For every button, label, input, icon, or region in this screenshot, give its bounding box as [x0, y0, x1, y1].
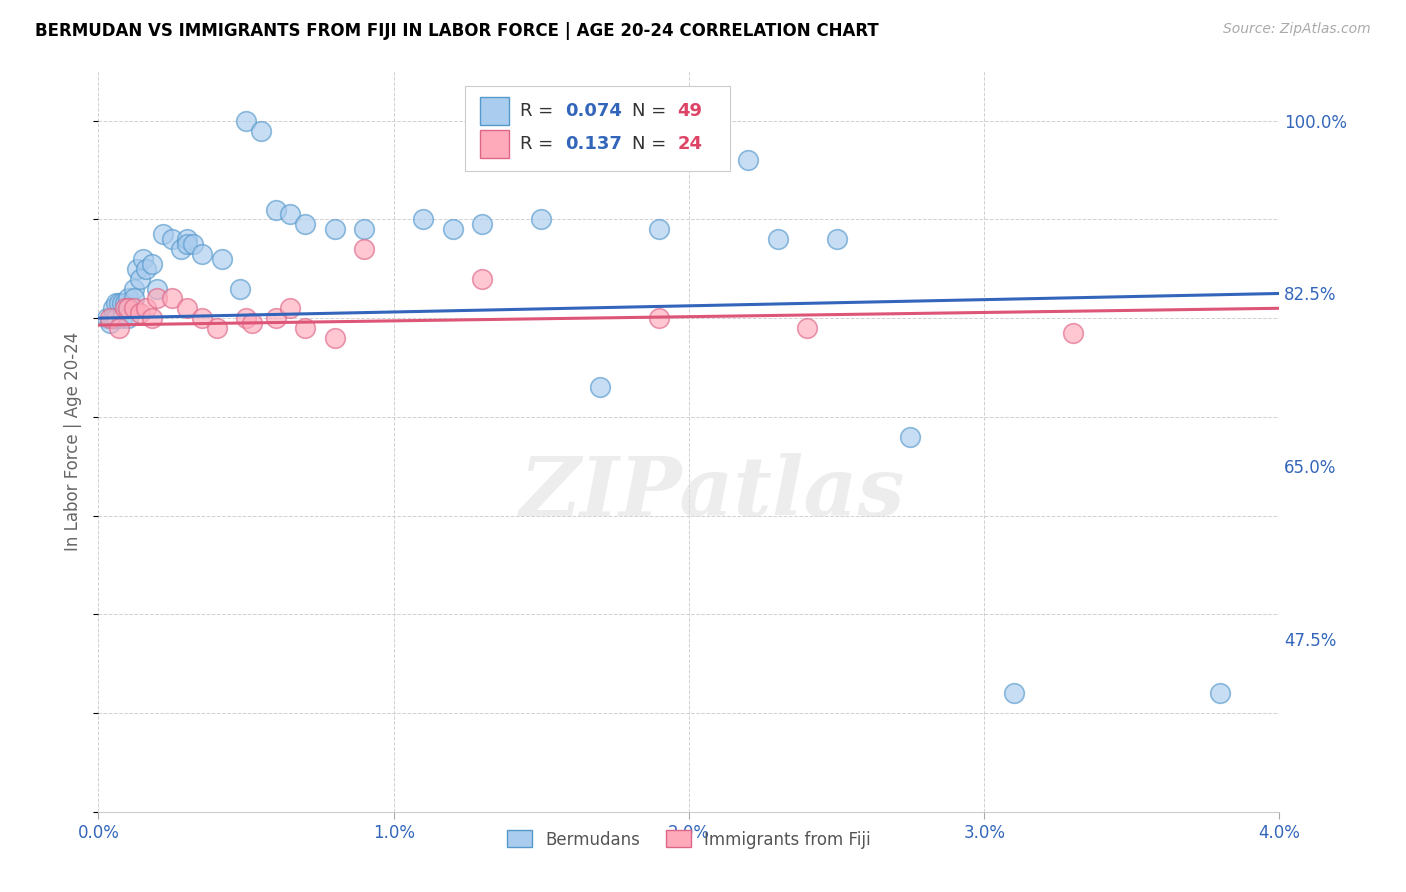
- Point: [323, 222, 346, 236]
- Point: [323, 331, 346, 345]
- Text: 24: 24: [678, 135, 702, 153]
- Point: [117, 311, 139, 326]
- Point: [132, 252, 155, 266]
- Point: [353, 242, 375, 256]
- Text: 49: 49: [678, 102, 702, 120]
- Point: [280, 207, 302, 221]
- Y-axis label: In Labor Force | Age 20-24: In Labor Force | Age 20-24: [65, 332, 83, 551]
- Point: [229, 281, 252, 295]
- Point: [176, 301, 198, 316]
- Point: [412, 212, 434, 227]
- Point: [96, 311, 118, 326]
- Point: [176, 237, 198, 252]
- Point: [264, 202, 287, 217]
- Point: [141, 311, 163, 326]
- Point: [105, 311, 128, 326]
- Point: [146, 292, 169, 306]
- Legend: Bermudans, Immigrants from Fiji: Bermudans, Immigrants from Fiji: [501, 823, 877, 855]
- Point: [122, 292, 145, 306]
- Point: [240, 316, 263, 330]
- Point: [235, 311, 257, 326]
- Text: R =: R =: [520, 102, 560, 120]
- Point: [141, 257, 163, 271]
- Point: [128, 271, 150, 285]
- Point: [98, 311, 121, 326]
- Point: [128, 306, 150, 320]
- Point: [294, 218, 316, 232]
- Point: [117, 301, 139, 316]
- Point: [176, 232, 198, 246]
- Point: [900, 429, 922, 443]
- Point: [114, 296, 136, 310]
- Point: [98, 316, 121, 330]
- Point: [111, 296, 134, 310]
- Text: 0.074: 0.074: [565, 102, 621, 120]
- Point: [530, 212, 553, 227]
- Point: [1002, 686, 1025, 700]
- FancyBboxPatch shape: [464, 87, 730, 171]
- Point: [441, 222, 464, 236]
- Point: [117, 301, 139, 316]
- Point: [152, 227, 174, 242]
- Text: 0.137: 0.137: [565, 135, 621, 153]
- Point: [353, 222, 375, 236]
- Point: [103, 301, 125, 316]
- Point: [114, 301, 136, 316]
- Point: [135, 301, 157, 316]
- Text: N =: N =: [633, 135, 672, 153]
- Point: [122, 281, 145, 295]
- Point: [1209, 686, 1232, 700]
- Point: [108, 321, 131, 335]
- Point: [471, 271, 494, 285]
- Text: R =: R =: [520, 135, 560, 153]
- Point: [280, 301, 302, 316]
- Point: [589, 380, 612, 394]
- Point: [264, 311, 287, 326]
- Point: [162, 232, 183, 246]
- Point: [111, 311, 134, 326]
- Point: [105, 296, 128, 310]
- Bar: [479, 97, 509, 126]
- Point: [117, 292, 139, 306]
- Point: [162, 292, 183, 306]
- Point: [250, 123, 273, 137]
- Point: [181, 237, 204, 252]
- Point: [135, 261, 157, 276]
- Text: N =: N =: [633, 102, 672, 120]
- Point: [191, 247, 214, 261]
- Point: [122, 301, 145, 316]
- Point: [191, 311, 214, 326]
- Point: [103, 311, 125, 326]
- Point: [1062, 326, 1084, 340]
- Text: ZIPatlas: ZIPatlas: [520, 453, 905, 533]
- Point: [737, 153, 759, 168]
- Point: [146, 281, 169, 295]
- Point: [205, 321, 228, 335]
- Point: [825, 232, 848, 246]
- Point: [108, 296, 131, 310]
- Point: [235, 113, 257, 128]
- Point: [211, 252, 233, 266]
- Point: [766, 232, 789, 246]
- Text: Source: ZipAtlas.com: Source: ZipAtlas.com: [1223, 22, 1371, 37]
- Point: [125, 261, 148, 276]
- Text: BERMUDAN VS IMMIGRANTS FROM FIJI IN LABOR FORCE | AGE 20-24 CORRELATION CHART: BERMUDAN VS IMMIGRANTS FROM FIJI IN LABO…: [35, 22, 879, 40]
- Point: [170, 242, 193, 256]
- Bar: [479, 130, 509, 158]
- Point: [648, 311, 671, 326]
- Point: [796, 321, 818, 335]
- Point: [294, 321, 316, 335]
- Point: [648, 222, 671, 236]
- Point: [471, 218, 494, 232]
